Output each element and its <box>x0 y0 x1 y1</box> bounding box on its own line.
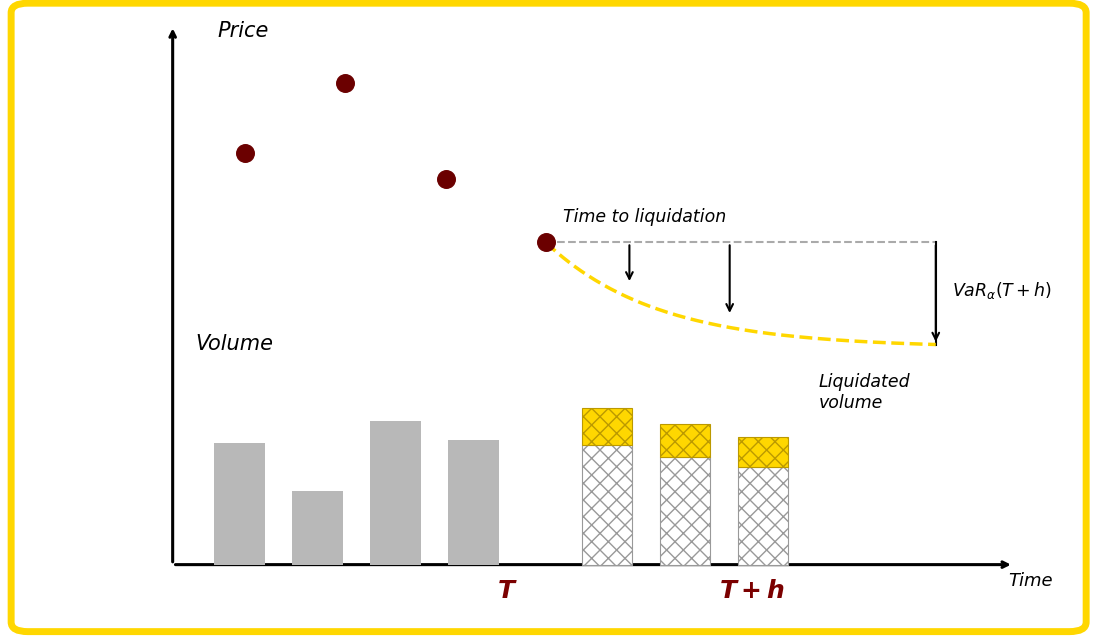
Bar <box>292 491 342 565</box>
Text: Volume: Volume <box>195 334 273 354</box>
Point <box>236 148 254 158</box>
Point <box>437 174 455 184</box>
Text: Price: Price <box>217 22 268 41</box>
Bar <box>661 457 711 565</box>
Bar <box>739 467 789 565</box>
Bar <box>214 443 265 565</box>
Text: $\boldsymbol{T + h}$: $\boldsymbol{T + h}$ <box>719 579 785 603</box>
Bar <box>370 421 421 565</box>
Text: Time: Time <box>1008 572 1053 590</box>
Point <box>537 237 555 248</box>
Bar <box>448 440 499 565</box>
Bar <box>583 445 633 565</box>
Text: $VaR_{\alpha}(T + h)$: $VaR_{\alpha}(T + h)$ <box>952 280 1053 300</box>
Text: Time to liquidation: Time to liquidation <box>563 209 726 226</box>
Bar <box>739 437 789 467</box>
Point <box>336 78 354 88</box>
Text: $\boldsymbol{T}$: $\boldsymbol{T}$ <box>497 579 517 603</box>
Text: Liquidated
volume: Liquidated volume <box>819 373 910 412</box>
Bar <box>661 424 711 457</box>
Bar <box>583 408 633 445</box>
